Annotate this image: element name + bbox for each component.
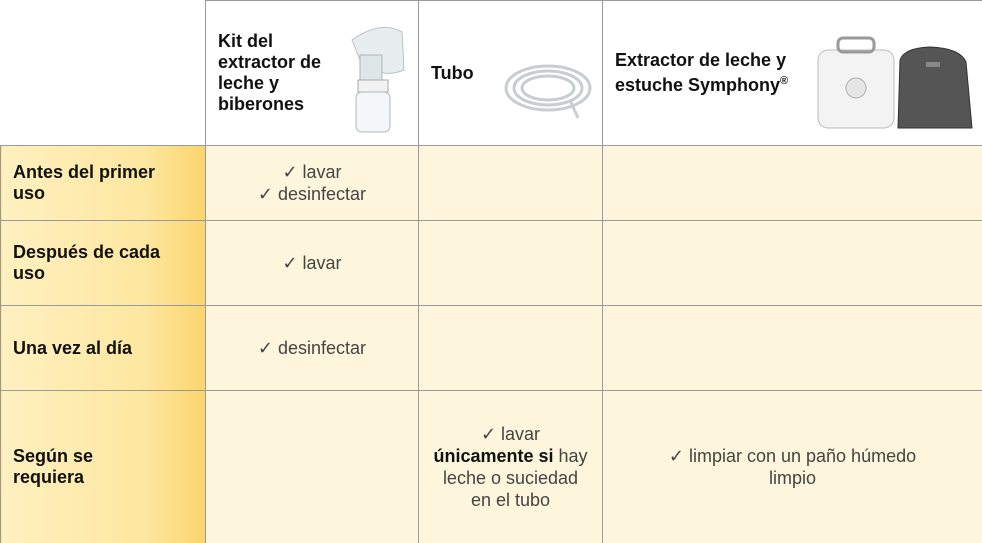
header-cell: Extractor de leche y estuche Symphony® [602,0,982,146]
cell-paragraph: únicamente si hay leche o suciedad en el… [431,445,590,511]
row-label: Después de cada uso [0,220,206,306]
bold-text: únicamente si [433,446,554,466]
header-text: Kit del extractor de leche y biberones [218,31,322,114]
table-row: Después de cada uso ✓ lavar [0,220,982,306]
header-text-box: Extractor de leche y estuche Symphony® [615,50,805,96]
table-cell [602,220,982,306]
header-text-box: Tubo [431,63,491,84]
header-text: Tubo [431,62,474,83]
table-cell [418,305,603,391]
cell-text: ✓ limpiar con un paño húmedo limpio [668,446,917,488]
registered-mark: ® [780,75,789,87]
table-cell [418,220,603,306]
cell-text: ✓ desinfectar [257,338,367,358]
table-row: Según se requiera ✓ lavar únicamente si ha… [0,390,982,543]
header-text: Extractor de leche y estuche Symphony [615,50,787,95]
cell-paragraph: ✓ limpiar con un paño húmedo limpio [663,445,922,489]
table-cell: ✓ lavar ✓ desinfectar [205,145,419,221]
row-label-text: Según se requiera [13,446,94,487]
header-row: Kit del extractor de leche y biberones Tu… [0,0,982,146]
table-cell: ✓ lavar únicamente si hay leche o sucieda… [418,390,603,543]
row-label: Antes del primer uso [0,145,206,221]
table-row: Antes del primer uso ✓ lavar ✓ desinfectar [0,145,982,221]
table-cell [602,305,982,391]
cell-paragraph: ✓ lavar [218,161,406,183]
cell-paragraph: ✓ lavar [431,423,590,445]
header-cell: Kit del extractor de leche y biberones [205,0,419,146]
cell-text: ✓ lavar [480,424,541,444]
table-cell [205,390,419,543]
cell-text: hay leche o suciedad en el tubo [442,446,588,510]
table-cell [418,145,603,221]
table-cell: ✓ lavar [205,220,419,306]
header-cell [0,0,206,146]
cell-text: ✓ desinfectar [257,184,367,204]
table-cell: ✓ desinfectar [205,305,419,391]
cell-text: ✓ lavar [282,253,342,273]
cell-paragraph: ✓ desinfectar [218,337,406,359]
row-label-text: Una vez al día [13,337,133,358]
row-label: Una vez al día [0,305,206,391]
cell-paragraph: ✓ desinfectar [218,183,406,205]
cell-paragraph: ✓ lavar [218,252,406,274]
row-label-text: Después de cada uso [13,242,161,283]
table-cell [602,145,982,221]
row-label-text: Antes del primer uso [13,162,156,203]
header-cell: Tubo [418,0,603,146]
cell-text: ✓ lavar [282,162,342,182]
row-label: Según se requiera [0,390,206,543]
table-cell: ✓ limpiar con un paño húmedo limpio [602,390,982,543]
table-row: Una vez al día ✓ desinfectar [0,305,982,391]
header-text-box: Kit del extractor de leche y biberones [218,31,338,115]
